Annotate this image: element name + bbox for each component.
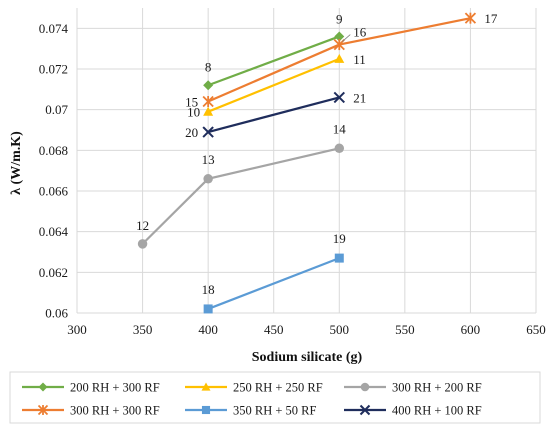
point-label: 20 xyxy=(185,125,198,140)
legend-label: 250 RH + 250 RF xyxy=(233,381,323,395)
data-point xyxy=(203,304,213,314)
data-point xyxy=(203,80,214,91)
legend-marker xyxy=(360,382,370,392)
series-300-rh-300-rf xyxy=(202,12,477,108)
y-axis-title: λ (W/m.K) xyxy=(9,131,24,195)
point-label: 16 xyxy=(353,25,367,40)
series-300-rh-200-rf xyxy=(137,143,345,249)
point-label: 14 xyxy=(333,121,347,136)
legend-marker xyxy=(359,404,371,416)
x-tick-label: 650 xyxy=(526,322,546,337)
data-point xyxy=(203,106,214,116)
data-point xyxy=(334,53,345,63)
legend-item: 200 RH + 300 RF xyxy=(22,381,160,395)
data-point xyxy=(333,91,345,104)
series-group xyxy=(137,12,477,314)
point-label: 15 xyxy=(185,95,198,110)
series-line xyxy=(207,35,340,87)
point-label: 13 xyxy=(202,152,215,167)
data-point xyxy=(464,12,477,24)
series-line xyxy=(207,96,340,134)
series-400-rh-100-rf xyxy=(202,91,345,138)
legend-label: 200 RH + 300 RF xyxy=(70,381,160,395)
y-tick-label: 0.06 xyxy=(45,306,68,321)
series-line xyxy=(207,257,340,310)
data-point xyxy=(137,239,148,249)
x-tick-label: 300 xyxy=(67,322,87,337)
y-tick-label: 0.066 xyxy=(39,184,69,199)
legend-marker xyxy=(201,382,211,391)
point-label: 12 xyxy=(136,218,149,233)
point-label: 19 xyxy=(333,231,346,246)
data-point xyxy=(203,174,213,184)
series-250-rh-250-rf xyxy=(203,53,345,116)
y-tick-label: 0.068 xyxy=(39,143,68,158)
legend-item: 300 RH + 300 RF xyxy=(22,404,160,418)
legend-label: 400 RH + 100 RF xyxy=(392,404,482,418)
point-label: 9 xyxy=(336,11,343,26)
point-label: 17 xyxy=(484,11,498,26)
data-labels: 8 9 10 11 12 13 14 15 16 17 18 19 20 21 xyxy=(136,11,498,297)
x-tick-label: 400 xyxy=(198,322,218,337)
legend-item: 250 RH + 250 RF xyxy=(185,381,323,395)
axes: 300 350 400 450 500 550 600 650 0.06 0.062 0.064 0.… xyxy=(39,21,546,337)
legend-marker xyxy=(38,382,48,392)
y-tick-label: 0.062 xyxy=(39,265,68,280)
legend-label: 300 RH + 200 RF xyxy=(392,381,482,395)
data-point xyxy=(334,253,344,263)
legend-item: 400 RH + 100 RF xyxy=(344,404,482,418)
point-label: 21 xyxy=(353,90,366,105)
series-line xyxy=(207,57,340,113)
data-point xyxy=(334,143,345,154)
y-tick-label: 0.064 xyxy=(39,224,69,239)
x-tick-label: 600 xyxy=(461,322,481,337)
legend-frame xyxy=(9,371,541,424)
data-point xyxy=(202,126,214,138)
y-tick-label: 0.07 xyxy=(45,102,68,117)
legend-marker xyxy=(37,404,49,416)
legend-item: 350 RH + 50 RF xyxy=(185,404,317,418)
x-tick-label: 550 xyxy=(395,322,415,337)
data-point xyxy=(334,31,345,42)
legend: 200 RH + 300 RF 250 RH + 250 RF 300 RH + 2… xyxy=(9,371,541,424)
x-axis-title: Sodium silicate (g) xyxy=(252,350,363,365)
x-tick-label: 500 xyxy=(330,322,350,337)
y-tick-label: 0.074 xyxy=(39,21,69,36)
legend-label: 300 RH + 300 RF xyxy=(70,404,160,418)
x-tick-label: 450 xyxy=(264,322,284,337)
series-350-rh-50-rf xyxy=(203,253,344,314)
point-label: 8 xyxy=(205,59,212,74)
x-tick-label: 350 xyxy=(133,322,153,337)
series-line xyxy=(141,147,340,245)
grid xyxy=(76,8,537,314)
legend-marker xyxy=(201,405,211,415)
label-leader-line xyxy=(342,34,351,42)
series-200-rh-300-rf xyxy=(203,31,345,91)
y-tick-label: 0.072 xyxy=(39,62,68,77)
point-label: 10 xyxy=(187,105,200,120)
legend-item: 300 RH + 200 RF xyxy=(344,381,482,395)
point-label: 18 xyxy=(202,282,215,297)
legend-label: 350 RH + 50 RF xyxy=(233,404,317,418)
data-point xyxy=(202,95,214,108)
point-label: 11 xyxy=(353,52,366,67)
